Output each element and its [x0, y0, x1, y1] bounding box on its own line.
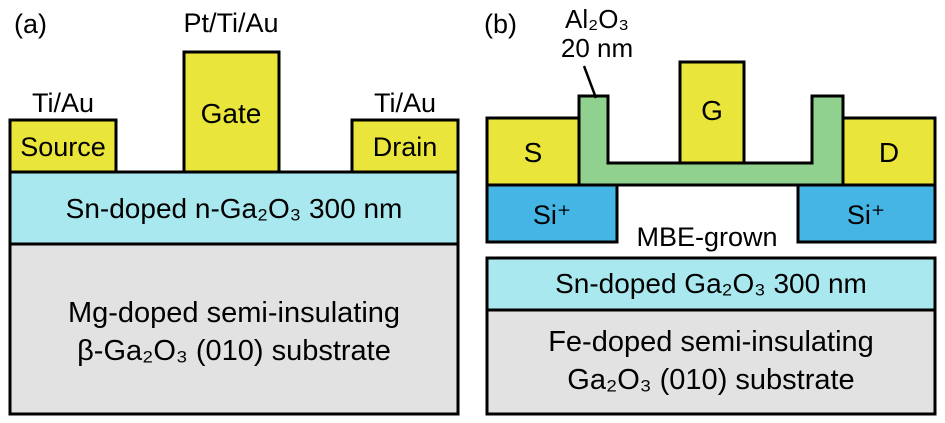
panel-b-substrate-label-line2: Ga₂O₃ (010) substrate	[567, 364, 854, 396]
panel-b-substrate-layer	[485, 308, 937, 416]
panel-a-drain-metal-label: Ti/Au	[374, 88, 436, 118]
panel-b-channel-label: Sn-doped Ga₂O₃ 300 nm	[555, 268, 867, 299]
panel-a-source-contact	[8, 118, 118, 174]
panel-b-source-label: S	[524, 137, 543, 168]
panel-b: (b) Al₂O₃ 20 nm S G D Si⁺ Si⁺ MBE-grown …	[484, 4, 937, 416]
panel-b-channel-layer	[485, 256, 937, 312]
panel-b-gate-dielectric-layer	[577, 94, 845, 187]
panel-b-implant-region-right	[796, 183, 937, 244]
panel-a-drain-contact	[350, 118, 460, 174]
panel-b-dielectric-label-line2: 20 nm	[561, 33, 633, 63]
panel-b-gate-contact	[678, 60, 746, 165]
panel-a-channel-layer	[8, 170, 460, 246]
panel-b-source-contact	[485, 116, 581, 187]
panel-a-gate-label: Gate	[201, 98, 262, 129]
panel-b-dielectric-label-line1: Al₂O₃	[565, 4, 629, 34]
panel-b-label: (b)	[484, 9, 517, 39]
panel-b-gate-label: G	[701, 95, 723, 126]
panel-b-implant-label-left: Si⁺	[533, 200, 571, 230]
panel-b-implant-label-right: Si⁺	[847, 200, 885, 230]
panel-a-source-metal-label: Ti/Au	[32, 88, 94, 118]
panel-b-growth-label: MBE-grown	[636, 222, 777, 252]
panel-a-channel-label: Sn-doped n-Ga₂O₃ 300 nm	[66, 193, 403, 224]
panel-a-substrate-label-line2: β-Ga₂O₃ (010) substrate	[77, 335, 391, 367]
panel-a-substrate-layer	[8, 242, 460, 416]
panel-b-implant-region-left	[485, 183, 619, 244]
panel-a: (a) Pt/Ti/Au Ti/Au Ti/Au Source Gate Dra…	[8, 8, 460, 416]
panel-b-dielectric-leader-line	[582, 65, 598, 99]
panel-b-drain-contact	[841, 116, 937, 187]
panel-a-gate-contact	[182, 50, 281, 174]
panel-b-substrate-label-line1: Fe-doped semi-insulating	[548, 326, 874, 358]
panel-a-label: (a)	[14, 9, 47, 39]
panel-a-gate-metal-label: Pt/Ti/Au	[183, 8, 278, 38]
panel-a-drain-label: Drain	[373, 132, 438, 162]
panel-b-drain-label: D	[879, 137, 899, 168]
panel-a-source-label: Source	[20, 132, 106, 162]
panel-a-substrate-label-line1: Mg-doped semi-insulating	[68, 297, 400, 329]
